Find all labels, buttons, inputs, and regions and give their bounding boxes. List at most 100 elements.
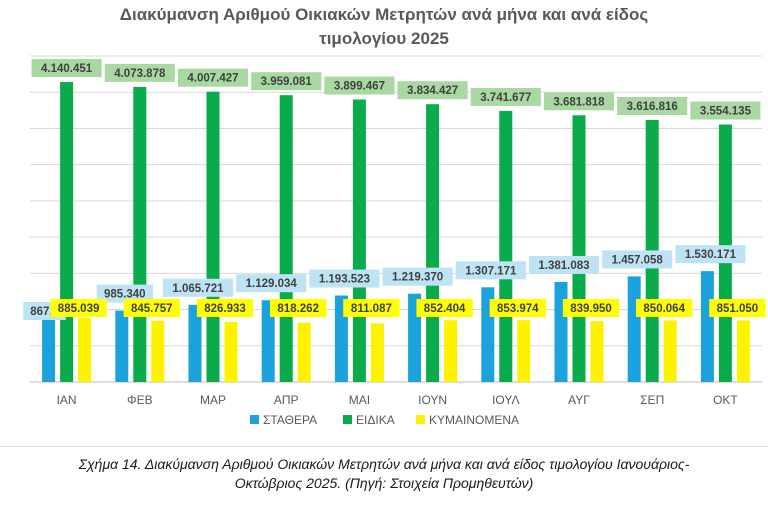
data-label-ΚΥΜΑΙΝΟΜΕΝΑ-ΟΚΤ-bg (709, 299, 766, 317)
bar-ΕΙΔΙΚΑ-ΙΑΝ (60, 82, 74, 382)
data-label-ΣΤΑΘΕΡΑ-ΜΑΡ: 1.065.721 (172, 283, 224, 295)
data-label-ΚΥΜΑΙΝΟΜΕΝΑ-ΜΑΡ: 826.933 (204, 303, 246, 315)
chart-frame: Διακύμανση Αριθμού Οικιακών Μετρητών ανά… (0, 5, 768, 447)
data-label-ΣΤΑΘΕΡΑ-ΙΟΥΝ: 1.219.370 (392, 272, 443, 284)
data-label-ΚΥΜΑΙΝΟΜΕΝΑ-ΦΕΒ: 845.757 (131, 303, 173, 315)
data-label-ΕΙΔΙΚΑ-ΜΑΙ-bg (324, 76, 395, 95)
chart-title-line2: τιμολογίου 2025 (319, 29, 449, 48)
x-tick-label: ΣΕΠ (640, 393, 664, 407)
x-tick-label: ΜΑΙ (349, 393, 370, 407)
bar-ΚΥΜΑΙΝΟΜΕΝΑ-ΑΥΓ (590, 321, 604, 382)
bar-ΚΥΜΑΙΝΟΜΕΝΑ-ΙΟΥΝ (444, 320, 458, 382)
data-label-ΣΤΑΘΕΡΑ-ΑΠΡ-bg (236, 274, 307, 293)
bar-ΕΙΔΙΚΑ-ΙΟΥΝ (426, 104, 440, 382)
x-tick-label: ΜΑΡ (200, 393, 226, 407)
bar-ΣΤΑΘΕΡΑ-ΙΑΝ (42, 319, 56, 382)
data-label-ΚΥΜΑΙΝΟΜΕΝΑ-ΣΕΠ-bg (636, 299, 693, 317)
data-label-ΕΙΔΙΚΑ-ΣΕΠ: 3.616.816 (627, 101, 678, 113)
data-label-ΣΤΑΘΕΡΑ-ΦΕΒ: 985.340 (104, 289, 146, 301)
bar-ΣΤΑΘΕΡΑ-ΜΑΡ (188, 304, 202, 382)
figure-caption: Σχήμα 14. Διακύμανση Αριθμού Οικιακών Με… (0, 455, 768, 493)
data-label-ΕΙΔΙΚΑ-ΦΕΒ-bg (104, 63, 175, 82)
bar-ΕΙΔΙΚΑ-ΑΥΓ (572, 115, 586, 383)
bar-ΣΤΑΘΕΡΑ-ΑΥΓ (554, 281, 568, 382)
bar-ΕΙΔΙΚΑ-ΑΠΡ (279, 95, 293, 382)
bar-ΚΥΜΑΙΝΟΜΕΝΑ-ΙΑΝ (78, 317, 92, 382)
data-label-ΚΥΜΑΙΝΟΜΕΝΑ-ΙΑΝ-bg (50, 299, 107, 317)
data-label-ΣΤΑΘΕΡΑ-ΑΥΓ-bg (528, 255, 600, 274)
data-label-ΕΙΔΙΚΑ-ΙΟΥΝ: 3.834.427 (407, 85, 458, 97)
data-label-ΚΥΜΑΙΝΟΜΕΝΑ-ΣΕΠ: 850.064 (643, 303, 685, 315)
data-label-ΚΥΜΑΙΝΟΜΕΝΑ-ΜΑΙ: 811.087 (351, 303, 392, 315)
bar-ΚΥΜΑΙΝΟΜΕΝΑ-ΙΟΥΛ (517, 320, 531, 382)
data-label-ΚΥΜΑΙΝΟΜΕΝΑ-ΙΟΥΝ-bg (416, 299, 473, 317)
bar-ΣΤΑΘΕΡΑ-ΜΑΙ (334, 295, 348, 382)
x-tick-label: ΙΑΝ (57, 393, 77, 407)
data-label-ΚΥΜΑΙΝΟΜΕΝΑ-ΦΕΒ-bg (123, 299, 180, 317)
legend-swatch-ΚΥΜΑΙΝΟΜΕΝΑ (416, 415, 425, 424)
data-label-ΚΥΜΑΙΝΟΜΕΝΑ-ΑΠΡ: 818.262 (277, 303, 319, 315)
data-label-ΚΥΜΑΙΝΟΜΕΝΑ-ΙΟΥΝ: 852.404 (424, 303, 466, 315)
bar-ΣΤΑΘΕΡΑ-ΦΕΒ (115, 310, 129, 382)
legend-label-ΚΥΜΑΙΝΟΜΕΝΑ: ΚΥΜΑΙΝΟΜΕΝΑ (429, 413, 519, 427)
data-label-ΚΥΜΑΙΝΟΜΕΝΑ-ΙΟΥΛ: 853.974 (497, 303, 539, 315)
data-label-ΕΙΔΙΚΑ-ΑΠΡ-bg (251, 72, 322, 91)
data-label-ΕΙΔΙΚΑ-ΙΑΝ-bg (31, 59, 102, 78)
x-tick-label: ΑΥΓ (568, 393, 590, 407)
chart-title: Διακύμανση Αριθμού Οικιακών Μετρητών ανά… (119, 5, 649, 24)
data-label-ΣΤΑΘΕΡΑ-ΙΟΥΛ-bg (455, 261, 526, 280)
data-label-ΚΥΜΑΙΝΟΜΕΝΑ-ΙΑΝ: 885.039 (58, 303, 100, 315)
data-label-ΕΙΔΙΚΑ-ΑΥΓ: 3.681.818 (553, 96, 605, 108)
data-label-ΕΙΔΙΚΑ-ΟΚΤ: 3.554.135 (700, 106, 752, 118)
bar-ΚΥΜΑΙΝΟΜΕΝΑ-ΜΑΡ (224, 322, 238, 382)
data-label-ΚΥΜΑΙΝΟΜΕΝΑ-ΟΚΤ: 851.050 (717, 303, 759, 315)
x-tick-label: ΟΚΤ (713, 393, 738, 407)
data-label-ΚΥΜΑΙΝΟΜΕΝΑ-ΑΠΡ-bg (270, 299, 327, 317)
legend-label-ΕΙΔΙΚΑ: ΕΙΔΙΚΑ (356, 413, 395, 427)
data-label-ΚΥΜΑΙΝΟΜΕΝΑ-ΙΟΥΛ-bg (489, 299, 546, 317)
data-label-ΚΥΜΑΙΝΟΜΕΝΑ-ΜΑΙ-bg (343, 299, 400, 317)
data-label-ΣΤΑΘΕΡΑ-ΜΑΙ: 1.193.523 (319, 274, 370, 286)
data-label-ΕΙΔΙΚΑ-ΑΠΡ: 3.959.081 (261, 76, 313, 88)
bar-ΚΥΜΑΙΝΟΜΕΝΑ-ΦΕΒ (151, 320, 165, 382)
x-tick-label: ΙΟΥΛ (492, 393, 519, 407)
data-label-ΣΤΑΘΕΡΑ-ΟΚΤ-bg (675, 245, 746, 264)
data-label-ΕΙΔΙΚΑ-ΙΟΥΝ-bg (397, 81, 468, 100)
data-label-ΣΤΑΘΕΡΑ-ΜΑΡ-bg (162, 278, 234, 297)
data-label-ΣΤΑΘΕΡΑ-ΣΕΠ: 1.457.058 (612, 254, 664, 266)
data-label-ΕΙΔΙΚΑ-ΣΕΠ-bg (617, 96, 688, 115)
data-label-ΣΤΑΘΕΡΑ-ΣΕΠ-bg (602, 250, 673, 269)
bar-ΕΙΔΙΚΑ-ΜΑΡ (206, 91, 220, 382)
data-label-ΕΙΔΙΚΑ-ΜΑΡ: 4.007.427 (187, 73, 238, 85)
data-label-ΕΙΔΙΚΑ-ΜΑΙ: 3.899.467 (334, 81, 385, 93)
x-tick-label: ΦΕΒ (127, 393, 153, 407)
bar-ΣΤΑΘΕΡΑ-ΑΠΡ (261, 300, 275, 382)
data-label-ΣΤΑΘΕΡΑ-ΑΥΓ: 1.381.083 (538, 260, 589, 272)
bar-ΚΥΜΑΙΝΟΜΕΝΑ-ΣΕΠ (663, 320, 677, 382)
caption-line-1: Σχήμα 14. Διακύμανση Αριθμού Οικιακών Με… (78, 456, 690, 472)
data-label-ΚΥΜΑΙΝΟΜΕΝΑ-ΑΥΓ: 839.950 (570, 303, 612, 315)
data-label-ΚΥΜΑΙΝΟΜΕΝΑ-ΜΑΡ-bg (196, 299, 254, 317)
data-label-ΕΙΔΙΚΑ-ΙΟΥΛ: 3.741.677 (480, 92, 531, 104)
bar-ΕΙΔΙΚΑ-ΙΟΥΛ (499, 110, 513, 383)
data-label-ΣΤΑΘΕΡΑ-ΦΕΒ-bg (96, 284, 153, 303)
bar-ΚΥΜΑΙΝΟΜΕΝΑ-ΟΚΤ (736, 320, 750, 382)
data-label-ΕΙΔΙΚΑ-ΑΥΓ-bg (543, 92, 615, 111)
data-label-ΣΤΑΘΕΡΑ-ΙΟΥΝ-bg (382, 267, 453, 286)
bar-ΚΥΜΑΙΝΟΜΕΝΑ-ΑΠΡ (297, 322, 311, 382)
data-label-ΣΤΑΘΕΡΑ-ΜΑΙ-bg (309, 269, 380, 288)
bar-ΕΙΔΙΚΑ-ΜΑΙ (352, 99, 366, 382)
bar-ΣΤΑΘΕΡΑ-ΣΕΠ (627, 276, 641, 382)
bar-ΚΥΜΑΙΝΟΜΕΝΑ-ΜΑΙ (370, 323, 384, 382)
bar-ΣΤΑΘΕΡΑ-ΟΚΤ (700, 271, 714, 382)
data-label-ΣΤΑΘΕΡΑ-ΟΚΤ: 1.530.171 (685, 249, 737, 261)
x-tick-label: ΑΠΡ (274, 393, 299, 407)
legend-label-ΣΤΑΘΕΡΑ: ΣΤΑΘΕΡΑ (263, 413, 317, 427)
data-label-ΕΙΔΙΚΑ-ΙΑΝ: 4.140.451 (41, 63, 93, 75)
data-label-ΕΙΔΙΚΑ-ΜΑΡ-bg (177, 68, 249, 87)
data-label-ΕΙΔΙΚΑ-ΦΕΒ: 4.073.878 (114, 68, 166, 80)
data-label-ΣΤΑΘΕΡΑ-ΑΠΡ: 1.129.034 (246, 278, 298, 290)
data-label-ΕΙΔΙΚΑ-ΟΚΤ-bg (690, 101, 761, 120)
data-label-ΚΥΜΑΙΝΟΜΕΝΑ-ΑΥΓ-bg (562, 299, 620, 317)
